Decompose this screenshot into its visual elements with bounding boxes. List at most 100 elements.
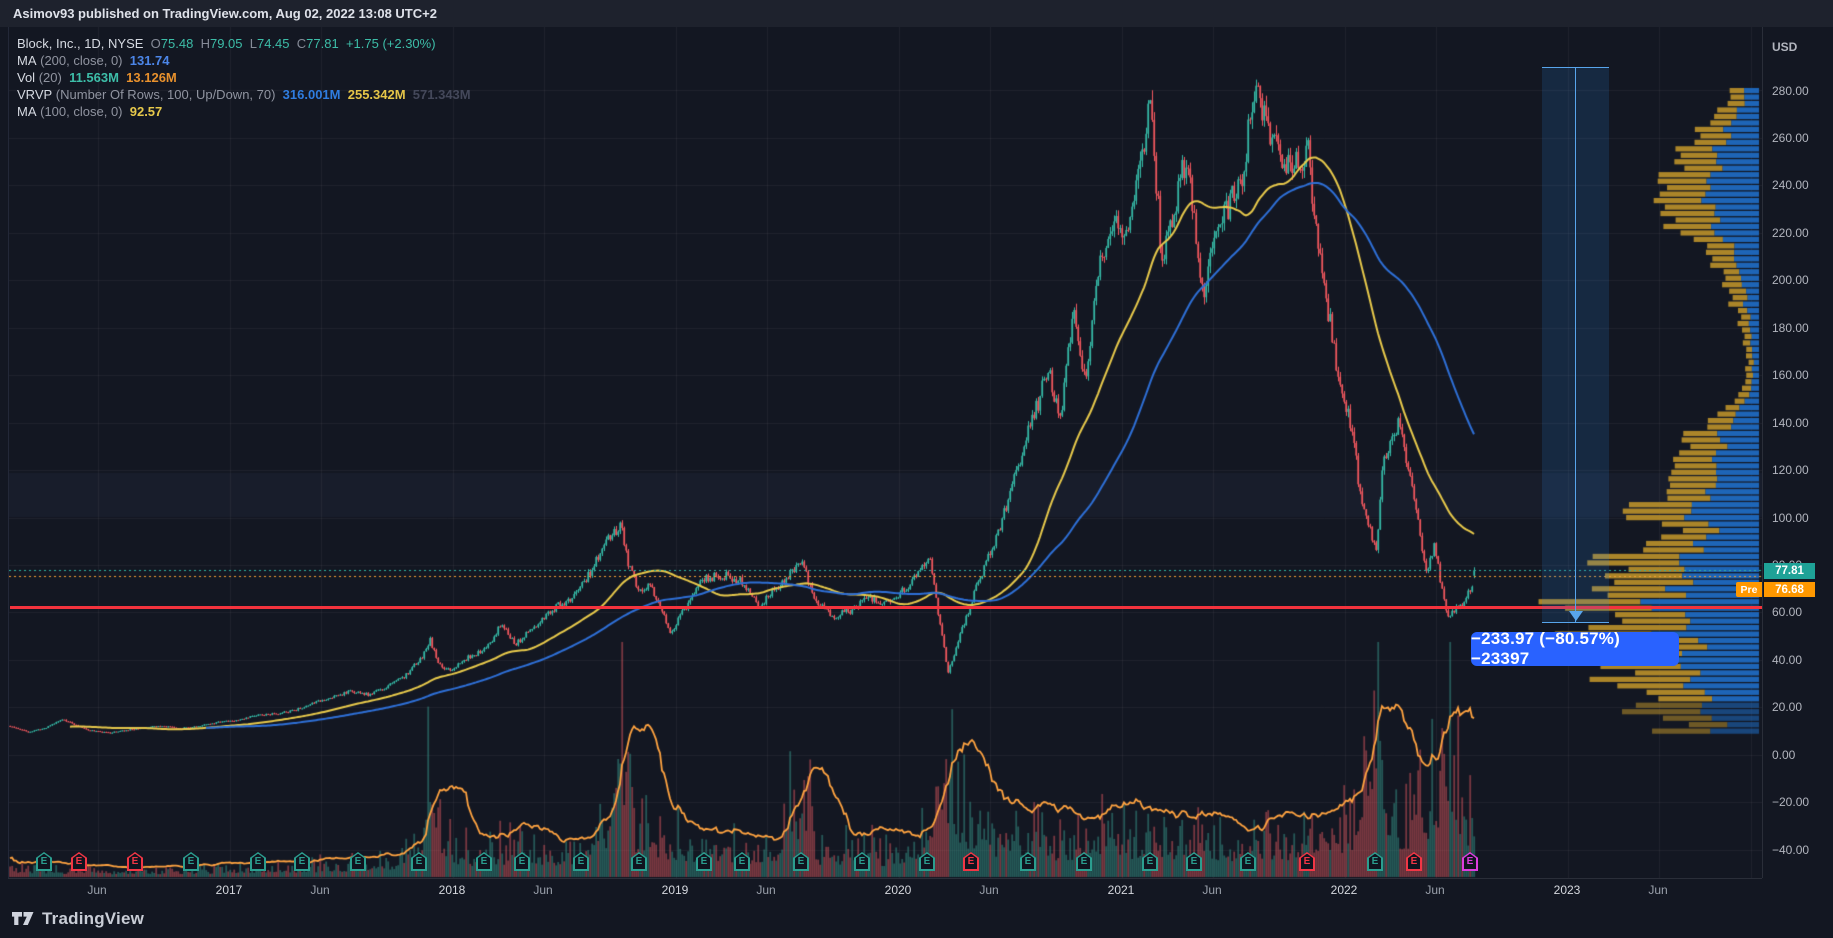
vrvp-down-value: 255.342M: [347, 87, 406, 102]
measure-tool[interactable]: [1542, 67, 1609, 623]
earnings-badge-icon[interactable]: E: [793, 852, 809, 871]
time-tick-label: Jun: [1648, 883, 1668, 897]
legend-ma200-row[interactable]: MA (200, close, 0) 131.74: [17, 52, 471, 69]
time-tick-label: Jun: [1425, 883, 1445, 897]
earnings-badge-icon[interactable]: E: [1367, 852, 1383, 871]
time-tick-label: Jun: [1202, 883, 1222, 897]
legend-symbol-row[interactable]: Block, Inc., 1D, NYSE O75.48 H79.05 L74.…: [17, 35, 471, 52]
horizontal-support-line[interactable]: [10, 606, 1762, 609]
earnings-badge-body: E: [251, 853, 265, 870]
open-letter: O: [150, 36, 161, 51]
earnings-badge-body: E: [1187, 853, 1201, 870]
currency-label: USD: [1772, 40, 1798, 54]
time-tick-label: 2020: [884, 883, 912, 897]
earnings-badge-icon[interactable]: E: [411, 852, 427, 871]
symbol-title[interactable]: Block, Inc., 1D, NYSE: [17, 36, 144, 51]
earnings-badge-body: E: [1143, 853, 1157, 870]
time-tick-label: 2021: [1107, 883, 1135, 897]
price-axis[interactable]: USD 280.00 260.00 240.00 220.00 200.00 180.00…: [1762, 27, 1833, 878]
time-axis[interactable]: Jun 2017 Jun 2018 Jun 2019 Jun 2020 Jun 2021 Jun 20…: [8, 878, 1762, 900]
open-value: 75.48: [160, 36, 194, 51]
earnings-badge-body: E: [412, 853, 426, 870]
price-tick-label: 20.00: [1772, 700, 1803, 715]
high-value: 79.05: [209, 36, 243, 51]
earnings-badge-icon[interactable]: E: [127, 852, 143, 871]
high-letter: H: [200, 36, 210, 51]
price-tick-label: 220.00: [1772, 225, 1809, 240]
low-value: 74.45: [256, 36, 290, 51]
earnings-badge-body: E: [351, 853, 365, 870]
earnings-badge-body: E: [574, 853, 588, 870]
earnings-badge-body: E: [1463, 853, 1477, 870]
price-tick-label: 40.00: [1772, 652, 1803, 667]
time-tick-label: 2018: [438, 883, 466, 897]
earnings-badge-icon[interactable]: E: [476, 852, 492, 871]
earnings-badge-icon[interactable]: E: [350, 852, 366, 871]
earnings-badge-icon[interactable]: E: [919, 852, 935, 871]
indicator-params: (200, close, 0): [40, 53, 123, 68]
indicator-params: (100, close, 0): [40, 104, 123, 119]
measure-arrow-down-icon: [1569, 611, 1583, 621]
earnings-badge-body: E: [920, 853, 934, 870]
earnings-badge-icon[interactable]: E: [183, 852, 199, 871]
brand-name[interactable]: TradingView: [42, 909, 145, 928]
measure-result-label[interactable]: −233.97 (−80.57%) −23397: [1471, 629, 1679, 668]
earnings-badge-icon[interactable]: E: [631, 852, 647, 871]
time-tick-label: 2022: [1330, 883, 1358, 897]
vrvp-total-value: 571.343M: [412, 87, 471, 102]
earnings-badge-body: E: [37, 853, 51, 870]
earnings-badge-body: E: [1300, 853, 1314, 870]
close-letter: C: [296, 36, 307, 51]
indicator-params: (20): [38, 70, 62, 85]
price-tick-label: 140.00: [1772, 415, 1809, 430]
indicator-name: VRVP: [17, 87, 53, 102]
earnings-badge-icon[interactable]: E: [1240, 852, 1256, 871]
tradingview-logo-icon[interactable]: [12, 912, 34, 926]
earnings-badge-body: E: [632, 853, 646, 870]
earnings-badge-body: E: [1021, 853, 1035, 870]
earnings-badge-icon[interactable]: E: [1462, 852, 1478, 871]
price-tick-label: 160.00: [1772, 368, 1809, 383]
earnings-badge-icon[interactable]: E: [36, 852, 52, 871]
premarket-tag: Pre: [1736, 582, 1762, 597]
price-chart-canvas[interactable]: [9, 27, 1763, 878]
earnings-badge-icon[interactable]: E: [1142, 852, 1158, 871]
vrvp-up-value: 316.001M: [282, 87, 341, 102]
earnings-badge-icon[interactable]: E: [250, 852, 266, 871]
price-tick-label: 180.00: [1772, 320, 1809, 335]
earnings-badge-body: E: [794, 853, 808, 870]
earnings-badge-icon[interactable]: E: [1299, 852, 1315, 871]
time-tick-label: 2017: [215, 883, 243, 897]
earnings-badge-icon[interactable]: E: [1186, 852, 1202, 871]
earnings-badge-icon[interactable]: E: [1406, 852, 1422, 871]
earnings-badge-icon[interactable]: E: [696, 852, 712, 871]
earnings-badge-icon[interactable]: E: [963, 852, 979, 871]
price-tick-label: 0.00: [1772, 747, 1796, 762]
price-tick-label: 120.00: [1772, 463, 1809, 478]
close-value: 77.81: [306, 36, 339, 51]
earnings-badge-icon[interactable]: E: [1076, 852, 1092, 871]
ma200-value: 131.74: [129, 53, 170, 68]
earnings-badge-body: E: [477, 853, 491, 870]
chart-plot-area[interactable]: [8, 27, 1763, 878]
earnings-badge-body: E: [1077, 853, 1091, 870]
earnings-badge-icon[interactable]: E: [1020, 852, 1036, 871]
earnings-badge-icon[interactable]: E: [734, 852, 750, 871]
earnings-badge-body: E: [1407, 853, 1421, 870]
earnings-badge-icon[interactable]: E: [514, 852, 530, 871]
price-tick-label: −20.00: [1772, 795, 1810, 810]
legend-volume-row[interactable]: Vol (20) 11.563M 13.126M: [17, 69, 471, 86]
time-tick-label: Jun: [756, 883, 776, 897]
earnings-badge-icon[interactable]: E: [294, 852, 310, 871]
time-tick-label: 2019: [661, 883, 689, 897]
volume-ma-value: 13.126M: [126, 70, 177, 85]
earnings-badge-body: E: [295, 853, 309, 870]
legend-ma100-row[interactable]: MA (100, close, 0) 92.57: [17, 103, 471, 120]
price-tick-label: 200.00: [1772, 273, 1809, 288]
earnings-badge-icon[interactable]: E: [573, 852, 589, 871]
earnings-badge-icon[interactable]: E: [71, 852, 87, 871]
price-tick-label: 60.00: [1772, 605, 1803, 620]
change-value: +1.75 (+2.30%): [345, 36, 436, 51]
earnings-badge-icon[interactable]: E: [854, 852, 870, 871]
legend-vrvp-row[interactable]: VRVP (Number Of Rows, 100, Up/Down, 70) …: [17, 86, 471, 103]
